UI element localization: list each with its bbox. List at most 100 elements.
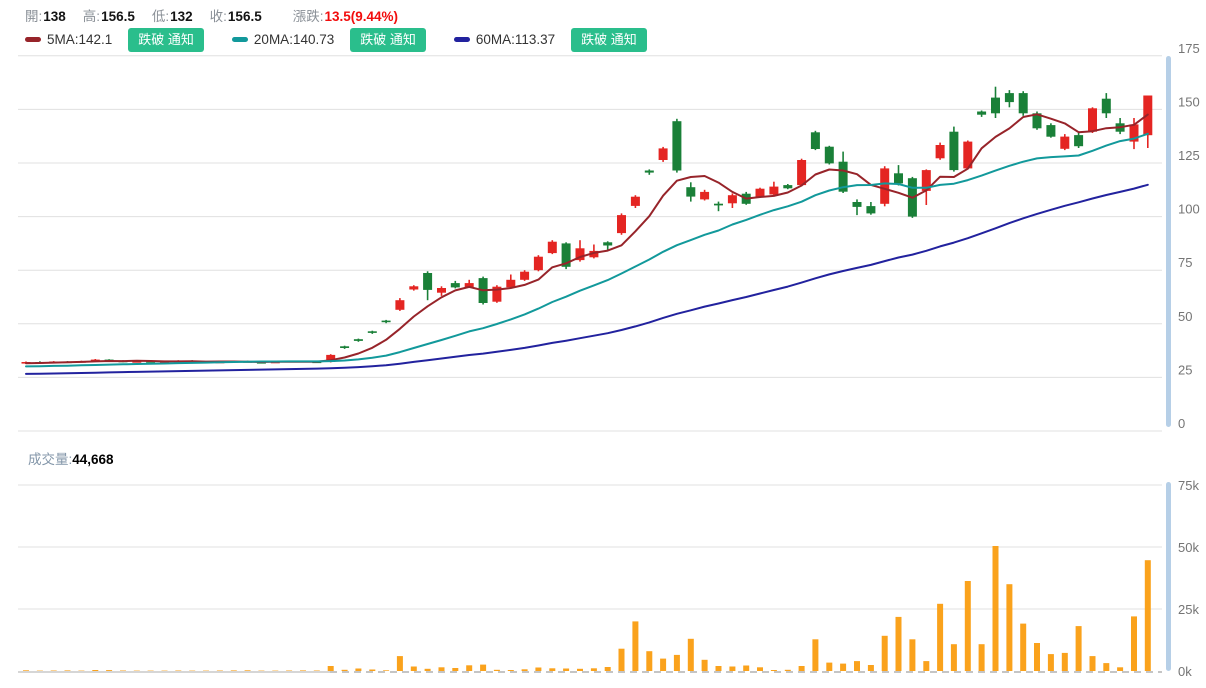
candle-body	[686, 187, 696, 197]
candle-body	[423, 273, 433, 290]
candle-body	[977, 111, 987, 115]
candle-body	[381, 320, 391, 323]
candle-body	[949, 131, 959, 171]
volume-bar	[701, 659, 708, 671]
volume-bar	[632, 621, 639, 671]
volume-bar	[604, 667, 611, 671]
low-value: 132	[170, 9, 193, 24]
candle-body	[603, 242, 613, 246]
price-tick-label: 150	[1178, 94, 1200, 109]
candle-body	[963, 141, 973, 169]
candle-body	[506, 279, 516, 288]
volume-bar	[106, 670, 113, 671]
volume-bars	[23, 546, 1151, 671]
volume-bar	[50, 670, 57, 671]
volume-bar	[1089, 656, 1096, 671]
ma60-color-swatch	[453, 37, 470, 43]
volume-header: 成交量:44,668	[28, 452, 114, 467]
volume-bar	[577, 668, 583, 671]
volume-bar	[992, 546, 999, 671]
5ma-line	[25, 113, 1149, 365]
candle-body	[866, 206, 876, 214]
candle-body	[797, 160, 807, 186]
volume-bar	[729, 666, 736, 671]
candle-body	[1060, 136, 1070, 149]
high-label: 高	[82, 9, 97, 24]
price-chart-scrollbar[interactable]	[1166, 56, 1171, 427]
ma5-break-alert-button[interactable]: 跌破 通知	[128, 28, 204, 52]
candle-body	[1088, 108, 1097, 132]
ma60-break-alert-button[interactable]: 跌破 通知	[571, 28, 647, 52]
candle-body	[1101, 98, 1111, 114]
volume-bar	[452, 668, 459, 671]
candle-body	[561, 243, 571, 267]
volume-bar	[23, 670, 29, 671]
volume-bar	[660, 658, 667, 671]
candle-body	[353, 339, 363, 341]
volume-bar	[341, 669, 348, 671]
volume-tick-label: 25k	[1178, 602, 1199, 617]
ma60-label: 60MA:113.37	[475, 32, 556, 48]
volume-tick-label: 0k	[1178, 664, 1192, 679]
price-tick-label: 175	[1178, 41, 1200, 56]
ma-legend-bar: 5MA:142.1 跌破 通知 20MA:140.73 跌破 通知 60MA:1…	[25, 28, 647, 52]
candlesticks	[21, 86, 1153, 364]
volume-bar	[687, 638, 694, 671]
volume-bar	[120, 670, 126, 671]
volume-bar	[715, 666, 722, 671]
candle-body	[1004, 93, 1014, 103]
volume-bar	[770, 670, 777, 671]
volume-bar	[521, 669, 528, 671]
candle-body	[340, 346, 350, 348]
volume-bar	[646, 651, 653, 671]
close-pair: 收:156.5	[209, 9, 262, 24]
gridlines	[18, 55, 1162, 673]
volume-tick-label: 75k	[1178, 478, 1199, 493]
volume-bar	[175, 670, 182, 671]
open-value: 138	[43, 9, 66, 24]
volume-bar	[230, 670, 237, 671]
candle-body	[838, 161, 848, 192]
candle-body	[714, 203, 723, 206]
price-tick-label: 75	[1178, 255, 1192, 270]
candle-body	[547, 241, 557, 254]
low-label: 低	[151, 9, 166, 24]
volume-bar	[784, 669, 791, 671]
change-value: 13.5(9.44%)	[324, 9, 399, 24]
volume-bar	[300, 670, 306, 671]
ma20-break-alert-button[interactable]: 跌破 通知	[350, 28, 426, 52]
volume-bar	[535, 667, 542, 671]
low-pair: 低:132	[151, 9, 193, 24]
volume-bar	[812, 639, 819, 671]
ma20-label: 20MA:140.73	[253, 32, 335, 48]
volume-bar	[1103, 663, 1110, 671]
volume-bar	[895, 616, 902, 671]
60ma-line	[25, 183, 1149, 375]
volume-bar	[1144, 560, 1151, 671]
candle-body	[409, 286, 419, 290]
volume-bar	[937, 603, 944, 671]
candle-body	[492, 286, 502, 302]
volume-bar	[1020, 623, 1027, 671]
volume-bar	[964, 581, 971, 671]
volume-bar	[1117, 667, 1124, 671]
20ma-line	[25, 132, 1149, 368]
candle-body	[589, 250, 599, 258]
volume-chart-scrollbar[interactable]	[1166, 482, 1171, 671]
volume-bar	[92, 670, 99, 671]
price-tick-label: 50	[1178, 309, 1192, 324]
candle-body	[617, 215, 626, 234]
price-tick-label: 25	[1178, 362, 1192, 377]
volume-bar	[1131, 616, 1137, 671]
volume-tick-label: 50k	[1178, 540, 1199, 555]
volume-value: 44,668	[72, 452, 114, 467]
volume-bar	[244, 670, 251, 671]
price-tick-label: 125	[1178, 148, 1200, 163]
high-value: 156.5	[101, 9, 135, 24]
close-label: 收	[209, 9, 224, 24]
volume-bar	[507, 670, 514, 671]
candle-body	[769, 186, 779, 195]
candle-body	[575, 248, 585, 261]
candle-body	[700, 191, 710, 200]
